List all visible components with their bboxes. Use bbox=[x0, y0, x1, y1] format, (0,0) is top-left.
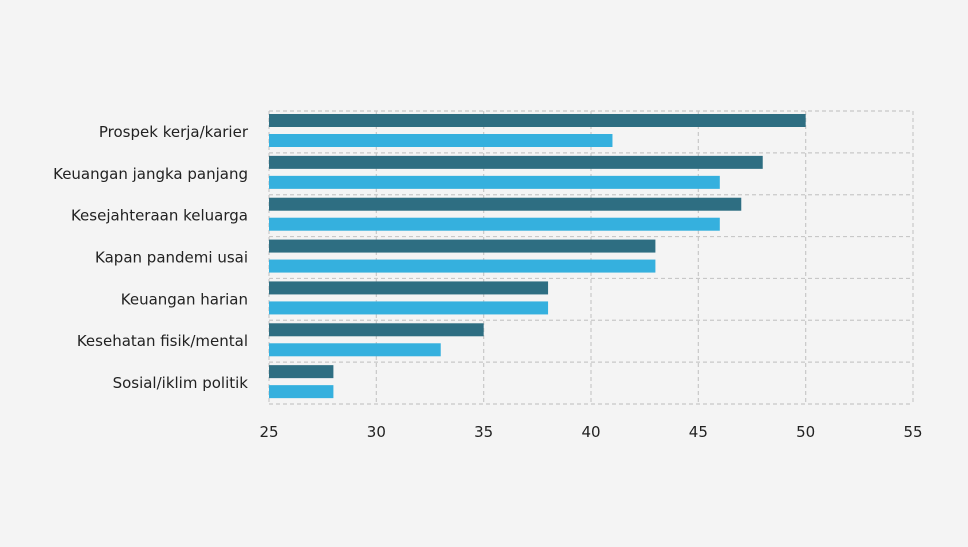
bar-series-2 bbox=[269, 259, 656, 273]
x-tick-label: 40 bbox=[581, 423, 600, 441]
bar-series-2 bbox=[269, 343, 441, 357]
bar-series-1 bbox=[269, 239, 656, 253]
bar-series-2 bbox=[269, 175, 720, 189]
bar-series-1 bbox=[269, 114, 806, 127]
category-label: Kesejahteraan keluarga bbox=[71, 207, 248, 225]
bar-series-1 bbox=[269, 197, 742, 211]
bar-series-2 bbox=[269, 301, 549, 315]
x-tick-label: 35 bbox=[474, 423, 493, 441]
bar-series-2 bbox=[269, 134, 613, 147]
x-tick-label: 45 bbox=[689, 423, 708, 441]
bar-series-1 bbox=[269, 155, 763, 169]
grid-layer bbox=[268, 110, 914, 405]
bar-layer bbox=[269, 114, 806, 399]
x-tick-label: 30 bbox=[367, 423, 386, 441]
bar-series-2 bbox=[269, 385, 334, 399]
x-tick-label: 50 bbox=[796, 423, 815, 441]
bar-series-1 bbox=[269, 281, 549, 295]
bar-series-1 bbox=[269, 323, 484, 337]
category-label: Prospek kerja/karier bbox=[99, 123, 249, 141]
category-label: Keuangan harian bbox=[121, 290, 248, 308]
x-tick-label: 55 bbox=[903, 423, 922, 441]
category-label: Kapan pandemi usai bbox=[95, 249, 248, 267]
bar-series-2 bbox=[269, 217, 720, 231]
category-label: Kesehatan fisik/mental bbox=[77, 332, 248, 350]
label-layer: 25 30 35 40 45 50 55 Prospek kerja/karier Keuang… bbox=[53, 123, 922, 441]
bar-series-1 bbox=[269, 365, 334, 379]
x-tick-label: 25 bbox=[259, 423, 278, 441]
category-label: Keuangan jangka panjang bbox=[53, 165, 248, 183]
category-label: Sosial/iklim politik bbox=[113, 374, 249, 392]
